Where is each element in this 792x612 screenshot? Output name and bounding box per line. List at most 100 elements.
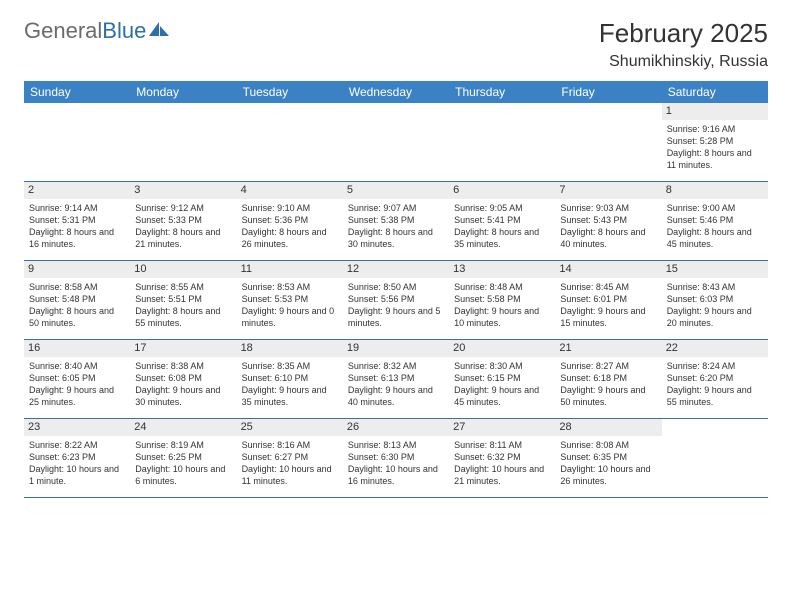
day-info-line: Sunrise: 8:55 AM bbox=[135, 281, 231, 293]
day-info-line: Daylight: 9 hours and 0 minutes. bbox=[242, 305, 338, 329]
brand-logo: GeneralBlue bbox=[24, 18, 171, 44]
day-info-line: Daylight: 10 hours and 11 minutes. bbox=[242, 463, 338, 487]
calendar-page: GeneralBlue February 2025 Shumikhinskiy,… bbox=[0, 0, 792, 508]
day-cell: 28Sunrise: 8:08 AMSunset: 6:35 PMDayligh… bbox=[555, 419, 661, 497]
day-cell bbox=[449, 103, 555, 181]
day-number: 7 bbox=[555, 182, 661, 199]
day-cell: 10Sunrise: 8:55 AMSunset: 5:51 PMDayligh… bbox=[130, 261, 236, 339]
title-block: February 2025 Shumikhinskiy, Russia bbox=[599, 18, 768, 71]
day-number: 8 bbox=[662, 182, 768, 199]
week-row: 2Sunrise: 9:14 AMSunset: 5:31 PMDaylight… bbox=[24, 182, 768, 261]
day-info-line: Sunrise: 8:38 AM bbox=[135, 360, 231, 372]
day-info-line: Sunset: 5:28 PM bbox=[667, 135, 763, 147]
day-cell bbox=[130, 103, 236, 181]
day-header-monday: Monday bbox=[130, 81, 236, 103]
day-info-line: Daylight: 9 hours and 45 minutes. bbox=[454, 384, 550, 408]
day-info-line: Sunrise: 8:11 AM bbox=[454, 439, 550, 451]
day-info-line: Daylight: 9 hours and 35 minutes. bbox=[242, 384, 338, 408]
week-row: 23 Sunrise: 8:22 AMSunset: 6:23 PM Dayligh… bbox=[24, 419, 768, 498]
day-header-tuesday: Tuesday bbox=[237, 81, 343, 103]
day-info-line: Sunrise: 8:35 AM bbox=[242, 360, 338, 372]
day-number: 11 bbox=[237, 261, 343, 278]
day-info-line: Daylight: 9 hours and 40 minutes. bbox=[348, 384, 444, 408]
day-number: 5 bbox=[343, 182, 449, 199]
day-info-line: Daylight: 10 hours and 16 minutes. bbox=[348, 463, 444, 487]
day-number: 24 bbox=[130, 419, 236, 436]
day-number: 25 bbox=[237, 419, 343, 436]
day-info-line: Sunset: 6:05 PM bbox=[29, 372, 125, 384]
day-info-line: Sunset: 6:15 PM bbox=[454, 372, 550, 384]
day-number: 12 bbox=[343, 261, 449, 278]
day-info-line: Daylight: 10 hours and 21 minutes. bbox=[454, 463, 550, 487]
day-number: 23 bbox=[24, 419, 130, 436]
day-number: 4 bbox=[237, 182, 343, 199]
day-info-line: Sunrise: 9:05 AM bbox=[454, 202, 550, 214]
day-info-line: Daylight: 8 hours and 21 minutes. bbox=[135, 226, 231, 250]
day-cell bbox=[237, 103, 343, 181]
brand-part1: General bbox=[24, 18, 102, 44]
day-info-line: Daylight: 9 hours and 25 minutes. bbox=[29, 384, 125, 408]
day-cell bbox=[24, 103, 130, 181]
day-info-line: Daylight: 9 hours and 15 minutes. bbox=[560, 305, 656, 329]
sail-icon bbox=[149, 18, 171, 44]
day-cell: 23Sunrise: 8:22 AMSunset: 6:23 PMDayligh… bbox=[24, 419, 130, 497]
day-number: 17 bbox=[130, 340, 236, 357]
day-cell: 5Sunrise: 9:07 AMSunset: 5:38 PMDaylight… bbox=[343, 182, 449, 260]
day-header-wednesday: Wednesday bbox=[343, 81, 449, 103]
day-number: 18 bbox=[237, 340, 343, 357]
day-info-line: Sunrise: 8:43 AM bbox=[667, 281, 763, 293]
day-number: 16 bbox=[24, 340, 130, 357]
day-cell: 25Sunrise: 8:16 AMSunset: 6:27 PMDayligh… bbox=[237, 419, 343, 497]
day-number: 20 bbox=[449, 340, 555, 357]
day-info-line: Daylight: 8 hours and 35 minutes. bbox=[454, 226, 550, 250]
day-info-line: Sunset: 6:30 PM bbox=[348, 451, 444, 463]
month-title: February 2025 bbox=[599, 18, 768, 49]
day-info-line: Daylight: 10 hours and 6 minutes. bbox=[135, 463, 231, 487]
day-info-line: Sunset: 5:51 PM bbox=[135, 293, 231, 305]
day-info-line: Sunset: 5:41 PM bbox=[454, 214, 550, 226]
page-header: GeneralBlue February 2025 Shumikhinskiy,… bbox=[24, 18, 768, 71]
day-info-line: Sunset: 6:35 PM bbox=[560, 451, 656, 463]
day-cell: 26Sunrise: 8:13 AMSunset: 6:30 PMDayligh… bbox=[343, 419, 449, 497]
day-info-line: Sunset: 6:32 PM bbox=[454, 451, 550, 463]
brand-part2: Blue bbox=[102, 18, 146, 44]
day-info-line: Sunrise: 8:27 AM bbox=[560, 360, 656, 372]
day-info-line: Sunset: 5:56 PM bbox=[348, 293, 444, 305]
day-info-line: Sunset: 5:48 PM bbox=[29, 293, 125, 305]
day-info-line: Daylight: 9 hours and 10 minutes. bbox=[454, 305, 550, 329]
day-info-line: Sunset: 5:36 PM bbox=[242, 214, 338, 226]
day-cell: 20Sunrise: 8:30 AMSunset: 6:15 PMDayligh… bbox=[449, 340, 555, 418]
day-info-line: Sunrise: 8:40 AM bbox=[29, 360, 125, 372]
day-info-line: Sunset: 5:31 PM bbox=[29, 214, 125, 226]
day-info-line: Sunrise: 8:08 AM bbox=[560, 439, 656, 451]
day-info-line: Sunset: 6:03 PM bbox=[667, 293, 763, 305]
day-cell: 1Sunrise: 9:16 AMSunset: 5:28 PMDaylight… bbox=[662, 103, 768, 181]
day-info-line: Sunrise: 8:45 AM bbox=[560, 281, 656, 293]
day-number: 21 bbox=[555, 340, 661, 357]
day-info-line: Sunrise: 8:24 AM bbox=[667, 360, 763, 372]
day-cell: 15Sunrise: 8:43 AMSunset: 6:03 PMDayligh… bbox=[662, 261, 768, 339]
day-info-line: Sunrise: 8:22 AM bbox=[29, 439, 125, 451]
day-info-line: Daylight: 10 hours and 26 minutes. bbox=[560, 463, 656, 487]
day-number: 14 bbox=[555, 261, 661, 278]
day-header-saturday: Saturday bbox=[662, 81, 768, 103]
day-info-line: Sunrise: 9:12 AM bbox=[135, 202, 231, 214]
day-cell: 11Sunrise: 8:53 AMSunset: 5:53 PMDayligh… bbox=[237, 261, 343, 339]
day-info-line: Sunrise: 9:07 AM bbox=[348, 202, 444, 214]
day-info-line: Sunrise: 8:58 AM bbox=[29, 281, 125, 293]
day-number: 19 bbox=[343, 340, 449, 357]
day-info-line: Sunrise: 9:14 AM bbox=[29, 202, 125, 214]
day-cell: 21Sunrise: 8:27 AMSunset: 6:18 PMDayligh… bbox=[555, 340, 661, 418]
day-info-line: Sunrise: 8:53 AM bbox=[242, 281, 338, 293]
day-info-line: Daylight: 8 hours and 11 minutes. bbox=[667, 147, 763, 171]
day-info-line: Daylight: 8 hours and 45 minutes. bbox=[667, 226, 763, 250]
day-header-thursday: Thursday bbox=[449, 81, 555, 103]
day-cell: 6Sunrise: 9:05 AMSunset: 5:41 PMDaylight… bbox=[449, 182, 555, 260]
day-info-line: Sunset: 6:18 PM bbox=[560, 372, 656, 384]
day-info-line: Sunset: 5:46 PM bbox=[667, 214, 763, 226]
day-info-line: Sunset: 6:23 PM bbox=[29, 451, 125, 463]
day-cell: 16 Sunrise: 8:40 AMSunset: 6:05 PMDayligh… bbox=[24, 340, 130, 418]
day-info-line: Daylight: 9 hours and 5 minutes. bbox=[348, 305, 444, 329]
day-info-line: Sunset: 6:13 PM bbox=[348, 372, 444, 384]
day-cell bbox=[662, 419, 768, 497]
